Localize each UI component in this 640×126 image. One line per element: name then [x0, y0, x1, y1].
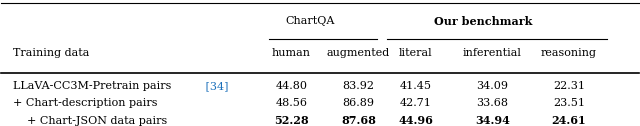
Text: 42.71: 42.71: [400, 98, 432, 108]
Text: inferential: inferential: [463, 48, 522, 58]
Text: reasoning: reasoning: [541, 48, 597, 58]
Text: 44.80: 44.80: [275, 81, 307, 91]
Text: 34.09: 34.09: [476, 81, 508, 91]
Text: 24.61: 24.61: [552, 115, 586, 126]
Text: 23.51: 23.51: [553, 98, 585, 108]
Text: Our benchmark: Our benchmark: [434, 16, 532, 27]
Text: ChartQA: ChartQA: [285, 16, 335, 26]
Text: Training data: Training data: [13, 48, 90, 58]
Text: 33.68: 33.68: [476, 98, 508, 108]
Text: 52.28: 52.28: [274, 115, 308, 126]
Text: 86.89: 86.89: [342, 98, 374, 108]
Text: 22.31: 22.31: [553, 81, 585, 91]
Text: 87.68: 87.68: [341, 115, 376, 126]
Text: 44.96: 44.96: [398, 115, 433, 126]
Text: augmented: augmented: [326, 48, 390, 58]
Text: 83.92: 83.92: [342, 81, 374, 91]
Text: 34.94: 34.94: [475, 115, 510, 126]
Text: literal: literal: [399, 48, 433, 58]
Text: + Chart-JSON data pairs: + Chart-JSON data pairs: [13, 116, 168, 126]
Text: 41.45: 41.45: [400, 81, 432, 91]
Text: human: human: [272, 48, 311, 58]
Text: [34]: [34]: [202, 81, 228, 91]
Text: LLaVA-CC3M-Pretrain pairs: LLaVA-CC3M-Pretrain pairs: [13, 81, 172, 91]
Text: 48.56: 48.56: [275, 98, 307, 108]
Text: + Chart-description pairs: + Chart-description pairs: [13, 98, 158, 108]
